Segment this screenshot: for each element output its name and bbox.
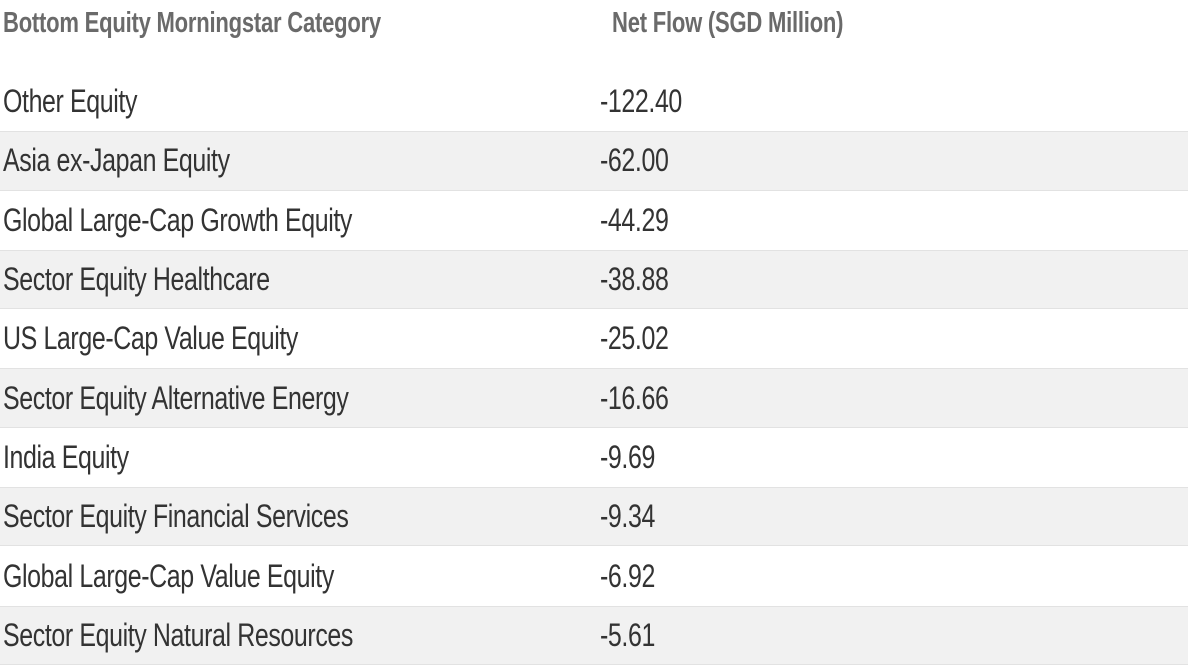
- category-cell: Asia ex-Japan Equity: [3, 142, 230, 179]
- category-cell: Sector Equity Natural Resources: [3, 616, 353, 653]
- table-row: Asia ex-Japan Equity -62.00: [0, 131, 1188, 191]
- category-cell: Sector Equity Financial Services: [3, 498, 349, 535]
- category-cell: Sector Equity Alternative Energy: [3, 379, 349, 416]
- net-flow-cell: -16.66: [600, 379, 669, 416]
- table-row: Other Equity -122.40: [0, 72, 1188, 132]
- table-row: Global Large-Cap Growth Equity -44.29: [0, 190, 1188, 250]
- net-flow-column-header: Net Flow (SGD Million): [612, 7, 844, 39]
- net-flow-cell: -44.29: [600, 201, 669, 238]
- category-cell: Global Large-Cap Value Equity: [3, 557, 334, 594]
- net-flow-cell: -6.92: [600, 557, 655, 594]
- table-header-row: Bottom Equity Morningstar Category Net F…: [0, 0, 1188, 72]
- table-row: Sector Equity Financial Services -9.34: [0, 487, 1188, 547]
- category-cell: Global Large-Cap Growth Equity: [3, 201, 353, 238]
- net-flow-cell: -62.00: [600, 142, 669, 179]
- net-flow-cell: -38.88: [600, 261, 669, 298]
- category-column-header: Bottom Equity Morningstar Category: [3, 7, 381, 39]
- net-flow-cell: -25.02: [600, 320, 669, 357]
- category-column-header-cell: Bottom Equity Morningstar Category: [0, 0, 599, 40]
- table-row: Global Large-Cap Value Equity -6.92: [0, 546, 1188, 606]
- category-cell: Other Equity: [3, 83, 138, 120]
- category-cell: Sector Equity Healthcare: [3, 261, 270, 298]
- category-cell: US Large-Cap Value Equity: [3, 320, 299, 357]
- table-row: Sector Equity Natural Resources -5.61: [0, 605, 1188, 665]
- net-flow-cell: -9.34: [600, 498, 655, 535]
- table-row: Sector Equity Healthcare -38.88: [0, 249, 1188, 310]
- table-row: Sector Equity Alternative Energy -16.66: [0, 368, 1188, 428]
- net-flow-column-header-cell: Net Flow (SGD Million): [599, 0, 1188, 40]
- net-flow-cell: -122.40: [600, 83, 682, 120]
- table-row: India Equity -9.69: [0, 427, 1188, 488]
- net-flow-cell: -5.61: [600, 616, 655, 653]
- category-cell: India Equity: [3, 438, 129, 475]
- table-row: US Large-Cap Value Equity -25.02: [0, 309, 1188, 369]
- net-flow-cell: -9.69: [600, 438, 655, 475]
